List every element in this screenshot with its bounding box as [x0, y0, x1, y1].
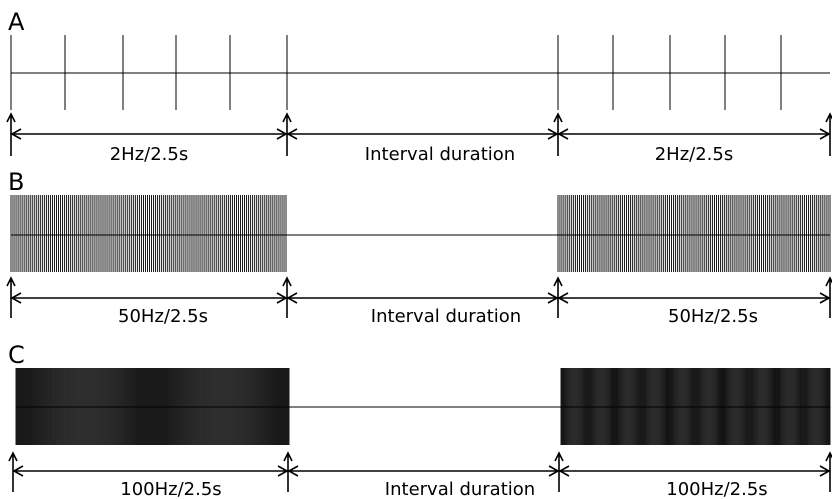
onset-arrow-icon [554, 451, 564, 492]
segment-arrowhead-icon [276, 128, 288, 140]
panel-a: A [6, 8, 832, 165]
segment-arrowhead-icon [548, 465, 560, 477]
segment-arrowhead-icon [547, 292, 559, 304]
pulse-train-right [557, 195, 831, 272]
onset-arrow-icon [553, 112, 563, 156]
segment-arrowhead-icon [286, 128, 298, 140]
onset-arrow-icon [8, 451, 18, 492]
segment-arrowhead-icon [547, 128, 559, 140]
segment-arrowhead-icon [276, 292, 288, 304]
pulse-train-left [10, 35, 288, 110]
pulse-train-left [10, 195, 287, 272]
onset-arrow-icon [283, 451, 293, 492]
segment-arrowhead-icon [277, 465, 289, 477]
segment-arrowhead-icon [819, 292, 831, 304]
segment-arrowhead-icon [557, 128, 569, 140]
panel-b: B 50Hz/2.5s Interval duration 50Hz/2.5s [6, 168, 832, 327]
segment-arrowhead-icon [558, 465, 570, 477]
onset-arrow-icon [825, 276, 832, 318]
onset-arrow-icon [6, 276, 16, 318]
stimulus-segment-label: 50Hz/2.5s [118, 306, 208, 327]
onset-arrow-icon [825, 451, 832, 492]
interval-segment-label: Interval duration [385, 479, 535, 499]
pulse-train-right [557, 35, 830, 110]
stimulus-segment-label: 50Hz/2.5s [668, 306, 758, 327]
segment-arrowhead-icon [286, 292, 298, 304]
segment-arrowhead-icon [819, 128, 831, 140]
segment-arrowhead-icon [10, 292, 22, 304]
panel-label: A [8, 8, 25, 36]
time-axis [6, 276, 832, 318]
onset-arrow-icon [825, 112, 832, 156]
interval-segment-label: Interval duration [365, 144, 515, 165]
segment-arrowhead-icon [12, 465, 24, 477]
stimulus-segment-label: 100Hz/2.5s [666, 479, 767, 499]
segment-arrowhead-icon [819, 465, 831, 477]
panel-label: C [8, 341, 25, 369]
time-axis [8, 451, 832, 492]
stimulus-segment-label: 2Hz/2.5s [110, 144, 189, 165]
time-axis [6, 112, 832, 156]
stimulus-segment-label: 2Hz/2.5s [655, 144, 734, 165]
onset-arrow-icon [553, 276, 563, 318]
segment-arrowhead-icon [287, 465, 299, 477]
panel-c: C 100Hz/2.5s Interval duration 100Hz/2.5… [8, 341, 832, 499]
interval-segment-label: Interval duration [371, 306, 521, 327]
onset-arrow-icon [282, 112, 292, 156]
pulse-train-right [560, 368, 831, 445]
segment-arrowhead-icon [10, 128, 22, 140]
onset-arrow-icon [282, 276, 292, 318]
onset-arrow-icon [6, 112, 16, 156]
panel-label: B [8, 168, 24, 196]
segment-arrowhead-icon [557, 292, 569, 304]
stimulus-segment-label: 100Hz/2.5s [120, 479, 221, 499]
